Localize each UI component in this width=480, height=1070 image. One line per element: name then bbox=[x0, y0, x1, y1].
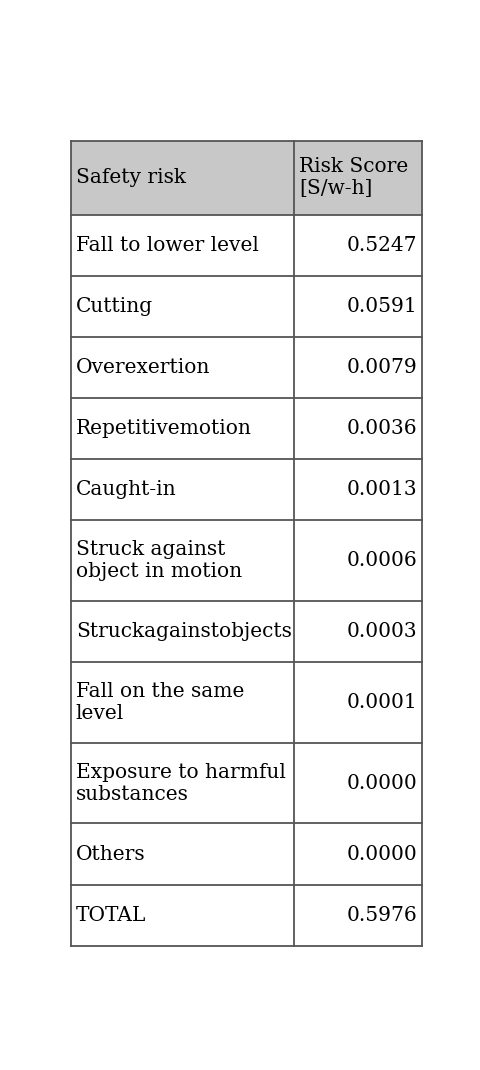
Text: Exposure to harmful
substances: Exposure to harmful substances bbox=[76, 763, 285, 804]
Bar bbox=[71, 601, 421, 662]
Text: 0.5247: 0.5247 bbox=[346, 235, 416, 255]
Text: Fall on the same
level: Fall on the same level bbox=[76, 682, 244, 723]
Text: 0.0591: 0.0591 bbox=[346, 297, 416, 316]
Text: 0.0000: 0.0000 bbox=[346, 844, 416, 863]
Bar bbox=[71, 337, 421, 398]
Bar bbox=[71, 141, 421, 215]
Bar bbox=[71, 459, 421, 520]
Text: 0.0079: 0.0079 bbox=[346, 358, 416, 377]
Text: TOTAL: TOTAL bbox=[76, 905, 146, 924]
Bar bbox=[71, 276, 421, 337]
Text: 0.0000: 0.0000 bbox=[346, 774, 416, 793]
Text: Struckagainstobjects: Struckagainstobjects bbox=[76, 622, 291, 641]
Text: Fall to lower level: Fall to lower level bbox=[76, 235, 258, 255]
Text: Risk Score
[S/w-h]: Risk Score [S/w-h] bbox=[299, 157, 408, 198]
Text: 0.5976: 0.5976 bbox=[346, 905, 416, 924]
Text: 0.0003: 0.0003 bbox=[346, 622, 416, 641]
Text: Others: Others bbox=[76, 844, 145, 863]
Text: 0.0013: 0.0013 bbox=[346, 480, 416, 500]
Text: 0.0001: 0.0001 bbox=[346, 693, 416, 712]
Bar bbox=[71, 520, 421, 601]
Text: Safety risk: Safety risk bbox=[76, 168, 185, 187]
Bar bbox=[71, 662, 421, 743]
Text: Caught-in: Caught-in bbox=[76, 480, 176, 500]
Bar bbox=[71, 885, 421, 946]
Bar bbox=[71, 743, 421, 824]
Bar bbox=[71, 398, 421, 459]
Text: Struck against
object in motion: Struck against object in motion bbox=[76, 540, 241, 581]
Bar bbox=[71, 824, 421, 885]
Text: 0.0006: 0.0006 bbox=[346, 551, 416, 570]
Text: Cutting: Cutting bbox=[76, 297, 153, 316]
Bar bbox=[71, 215, 421, 276]
Text: 0.0036: 0.0036 bbox=[346, 419, 416, 439]
Text: Overexertion: Overexertion bbox=[76, 358, 210, 377]
Text: Repetitivemotion: Repetitivemotion bbox=[76, 419, 251, 439]
